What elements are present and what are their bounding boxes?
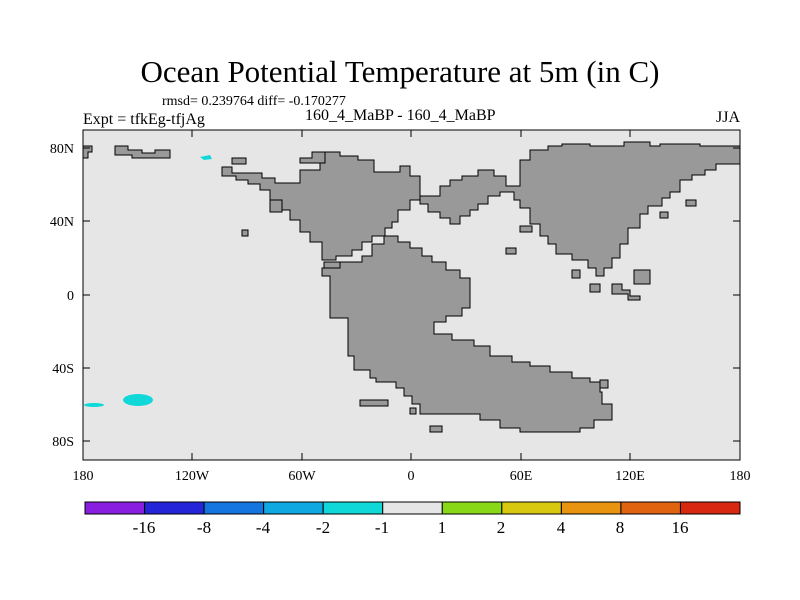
land-mass	[231, 157, 247, 165]
axis-ticks	[83, 130, 740, 460]
lat-tick-label: 40N	[50, 215, 74, 230]
colorbar-swatch	[441, 501, 503, 515]
colorbar-label: -1	[375, 518, 389, 537]
lon-tick-label: 0	[408, 469, 415, 484]
colorbar-label: -8	[197, 518, 211, 537]
land-mass	[269, 199, 283, 213]
land-mass	[429, 425, 443, 433]
lat-tick-label: 80N	[50, 142, 74, 157]
colorbar: -16 -8 -4 -2 -1 1 2 4 8 16	[84, 501, 741, 537]
colorbar-label: 2	[497, 518, 506, 537]
land-mass	[571, 269, 581, 279]
colorbar-swatch	[620, 501, 681, 515]
anomaly-patch	[200, 155, 212, 160]
anomaly-patch	[123, 394, 153, 406]
anomaly-patch	[84, 403, 104, 407]
land-mass	[114, 145, 171, 159]
colorbar-swatch	[382, 501, 443, 515]
colorbar-label: -4	[256, 518, 271, 537]
colorbar-swatch	[263, 501, 324, 515]
colorbar-swatch	[560, 501, 622, 515]
colorbar-swatch	[84, 501, 146, 515]
colorbar-label: 16	[672, 518, 689, 537]
colorbar-label: -2	[316, 518, 330, 537]
land-mass	[633, 269, 651, 285]
colorbar-swatch	[203, 501, 265, 515]
colorbar-label: 4	[557, 518, 566, 537]
lon-tick-label: 180	[73, 469, 94, 484]
stats-text: rmsd= 0.239764 diff= -0.170277	[162, 94, 346, 109]
lon-tick-label: 60E	[510, 469, 533, 484]
season-label: JJA	[716, 109, 741, 126]
land-mass	[611, 283, 641, 301]
map-title: Ocean Potential Temperature at 5m (in C)	[140, 54, 660, 89]
anomaly-patches	[84, 155, 212, 407]
land-mass	[409, 407, 417, 415]
colorbar-swatch	[322, 501, 384, 515]
land-mass	[505, 247, 517, 255]
land-mass	[241, 229, 249, 237]
lat-tick-label: 0	[67, 289, 74, 304]
land-mass	[82, 141, 741, 433]
land-mass	[321, 235, 613, 433]
lon-tick-label: 120E	[615, 469, 645, 484]
land-mass	[299, 151, 326, 164]
land-mass	[519, 225, 533, 233]
lat-tick-label: 80S	[52, 435, 74, 450]
experiment-label: Expt = tfkEg-tfjAg	[83, 111, 205, 128]
map-panel: 80N 40N 0 40S 80S 180 120W 60W 0 60E 120…	[50, 129, 751, 484]
colorbar-label: 1	[438, 518, 447, 537]
case-label: 160_4_MaBP - 160_4_MaBP	[305, 107, 496, 124]
colorbar-label: -16	[133, 518, 156, 537]
lon-tick-label: 120W	[175, 469, 210, 484]
land-mass	[419, 141, 741, 277]
colorbar-label: 8	[616, 518, 625, 537]
lon-tick-label: 60W	[288, 469, 316, 484]
land-mass	[323, 261, 341, 269]
colorbar-swatch	[679, 501, 741, 515]
land-mass	[359, 399, 389, 407]
land-mass	[685, 199, 697, 207]
land-mass	[599, 379, 609, 389]
lon-tick-label: 180	[730, 469, 751, 484]
land-mass	[589, 283, 601, 293]
colorbar-swatch	[144, 501, 205, 515]
lat-tick-label: 40S	[52, 362, 74, 377]
colorbar-swatch	[501, 501, 562, 515]
land-mass	[659, 211, 669, 219]
